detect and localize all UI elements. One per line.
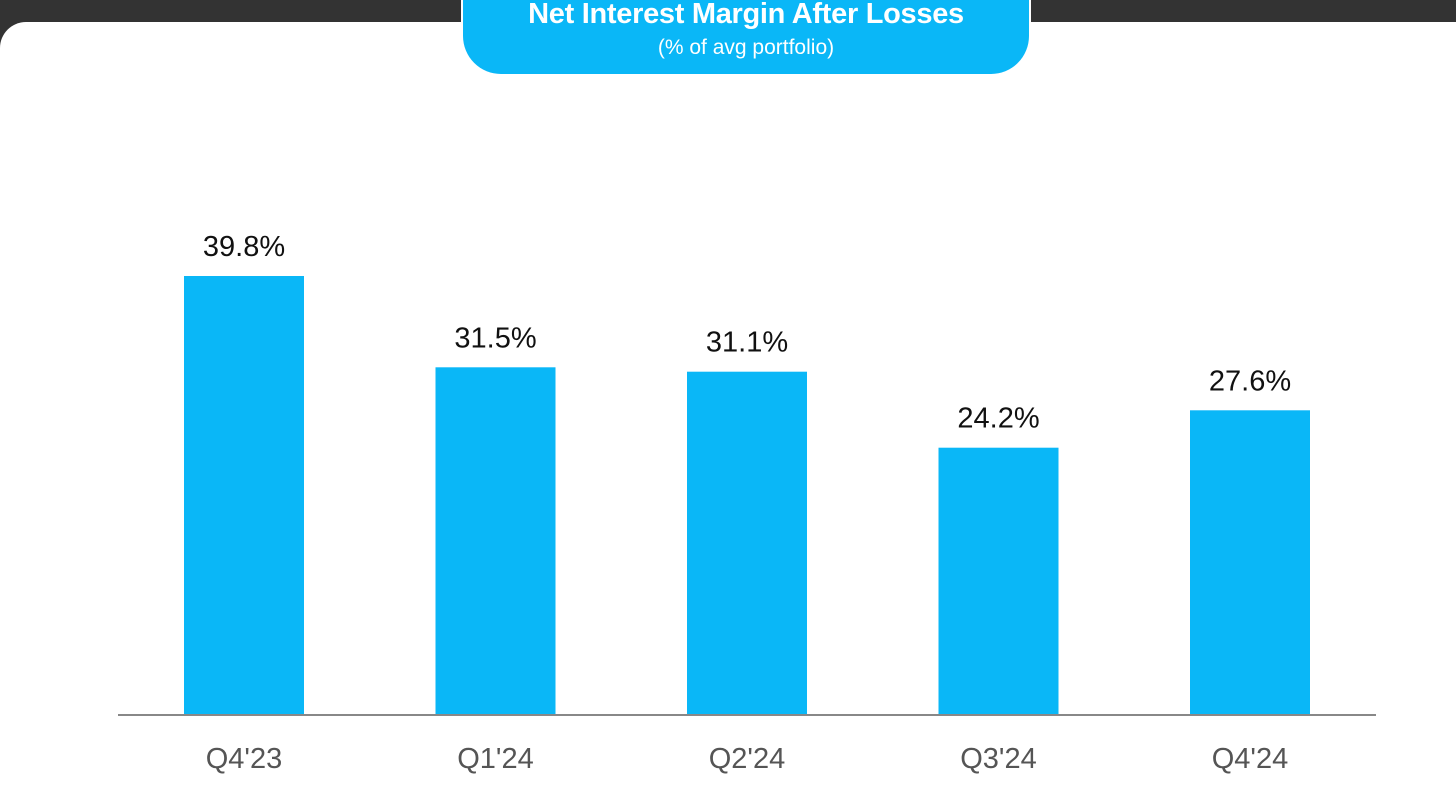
data-label-2: 31.5% [454,322,536,354]
x-tick-label-4: Q3'24 [960,743,1036,775]
x-tick-label-5: Q4'24 [1212,743,1288,775]
data-label-3: 31.1% [706,327,788,359]
data-label-4: 24.2% [957,403,1039,435]
chart-subtitle: (% of avg portfolio) [657,36,835,59]
bar-2 [435,367,556,714]
title-badge: Net Interest Margin After Losses (% of a… [461,0,1031,76]
x-tick-label-3: Q2'24 [709,743,785,775]
bar-1 [184,276,304,714]
bar-4 [938,447,1059,714]
chart-title: Net Interest Margin After Losses [528,0,964,30]
x-tick-label-2: Q1'24 [457,743,533,775]
data-label-1: 39.8% [203,231,285,263]
x-tick-label-1: Q4'23 [206,743,282,775]
bar-5 [1190,410,1310,714]
bar-3 [687,371,807,714]
data-label-5: 27.6% [1209,365,1291,397]
